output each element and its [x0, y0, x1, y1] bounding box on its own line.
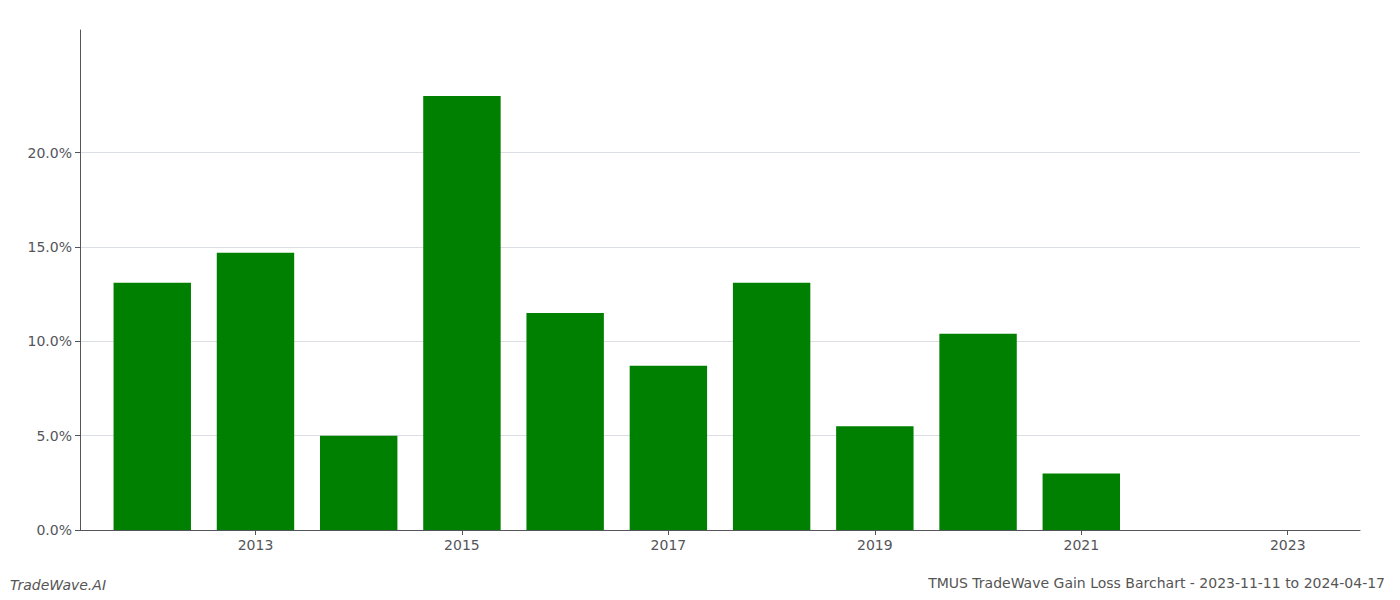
svg-text:2015: 2015 — [444, 537, 480, 553]
svg-text:2021: 2021 — [1063, 537, 1099, 553]
svg-text:TradeWave.AI: TradeWave.AI — [10, 577, 106, 593]
svg-text:5.0%: 5.0% — [36, 428, 72, 444]
svg-text:2023: 2023 — [1270, 537, 1306, 553]
svg-text:2017: 2017 — [651, 537, 687, 553]
svg-text:15.0%: 15.0% — [28, 239, 72, 255]
svg-text:2013: 2013 — [238, 537, 274, 553]
svg-text:0.0%: 0.0% — [36, 522, 72, 538]
svg-text:20.0%: 20.0% — [28, 145, 72, 161]
svg-text:2019: 2019 — [857, 537, 893, 553]
svg-text:TMUS TradeWave Gain Loss Barch: TMUS TradeWave Gain Loss Barchart - 2023… — [927, 575, 1385, 591]
svg-text:10.0%: 10.0% — [28, 333, 72, 349]
